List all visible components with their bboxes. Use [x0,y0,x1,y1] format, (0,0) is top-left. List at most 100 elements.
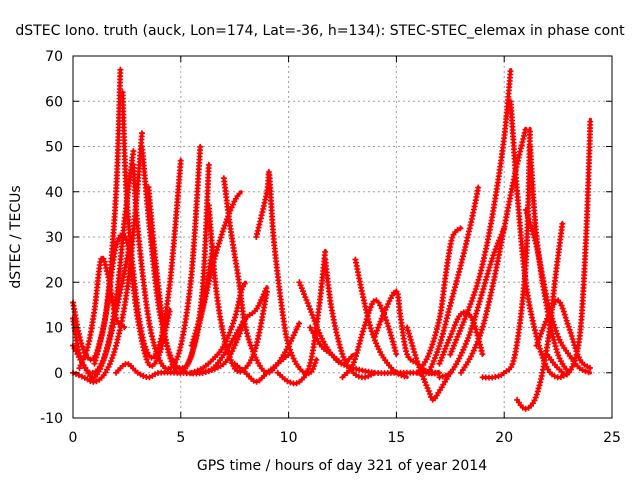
data-point-marker [525,216,532,222]
data-point-marker [490,252,497,259]
data-point-marker [405,327,412,334]
data-point-marker [297,282,304,289]
data-point-marker [450,325,457,331]
data-point-marker [485,267,492,274]
data-point-marker [109,355,116,361]
y-tick-label: 20 [45,275,63,291]
data-point-marker [529,228,536,235]
data-point-marker [230,320,236,327]
data-point-marker [411,349,418,356]
data-point-marker [460,319,467,325]
data-point-marker [447,299,454,306]
data-point-marker [476,332,483,339]
data-point-marker [139,130,145,137]
data-point-marker [377,318,384,325]
y-tick-label: 30 [45,230,63,246]
data-point-marker [366,322,373,329]
data-point-marker [392,347,399,354]
data-point-marker [352,356,358,363]
data-point-marker [442,321,449,328]
data-point-marker [430,358,437,364]
data-point-marker [536,345,543,352]
data-point-marker [313,356,320,363]
data-point-marker [570,360,577,367]
data-point-marker [260,202,267,209]
data-point-marker [468,325,475,332]
series-arc36 [522,206,592,376]
data-point-marker [367,325,374,332]
data-point-marker [111,349,118,355]
data-point-marker [527,128,533,135]
data-point-marker [210,259,217,266]
data-point-marker [357,337,364,344]
data-point-marker [173,356,180,363]
data-point-marker [167,355,174,362]
x-tick-label: 25 [603,430,621,446]
data-point-marker [311,318,318,324]
data-point-marker [244,333,251,340]
data-point-marker [296,320,303,327]
data-point-marker [535,385,542,392]
data-point-marker [572,345,579,352]
data-point-marker [436,343,443,350]
data-point-marker [455,271,462,278]
data-point-marker [457,225,464,232]
data-point-marker [386,326,393,333]
data-point-marker [285,340,291,347]
data-point-marker [449,328,456,334]
data-point-marker [236,190,243,197]
data-point-marker [350,365,357,372]
data-point-marker [447,333,454,340]
y-tick-label: 60 [45,94,63,110]
data-point-marker [450,290,457,297]
data-point-marker [458,324,465,331]
data-point-marker [554,349,561,356]
data-point-marker [140,373,147,379]
data-point-marker [408,339,415,346]
data-point-marker [142,353,149,360]
data-point-marker [474,304,481,311]
data-point-marker [237,289,244,296]
data-point-marker [192,330,199,337]
data-point-marker [168,358,175,365]
data-point-marker [243,330,250,337]
data-point-marker [409,342,416,349]
data-point-marker [205,161,212,168]
data-point-marker [533,243,540,250]
y-tick-label: 10 [45,321,63,337]
data-point-marker [447,302,453,309]
data-point-marker [528,225,535,232]
data-point-marker [474,279,481,286]
data-point-marker [197,315,203,322]
data-point-marker [461,316,468,322]
series-trace [448,68,513,357]
data-point-marker [467,301,474,308]
data-point-marker [569,336,576,342]
data-point-marker [87,378,94,384]
data-point-marker [440,351,446,358]
data-point-marker [248,345,255,352]
y-tick-label: 0 [54,366,63,382]
data-point-marker [367,304,374,311]
data-point-marker [439,330,446,337]
data-point-marker [469,322,476,329]
data-point-marker [365,310,372,317]
y-tick-label: -10 [40,411,63,427]
data-point-marker [437,340,444,346]
data-point-marker [473,310,480,317]
data-point-marker [334,335,341,342]
series-arc37 [544,117,594,378]
data-point-marker [533,391,540,398]
data-point-marker [585,369,592,376]
data-point-marker [358,334,365,341]
data-point-marker [390,341,397,348]
data-point-marker [286,346,293,353]
data-point-marker [312,321,319,327]
data-point-marker [472,313,479,320]
data-point-marker [213,249,220,256]
data-point-marker [300,288,306,295]
data-point-marker [419,373,426,380]
data-point-marker [559,305,566,312]
data-point-marker [410,346,417,352]
